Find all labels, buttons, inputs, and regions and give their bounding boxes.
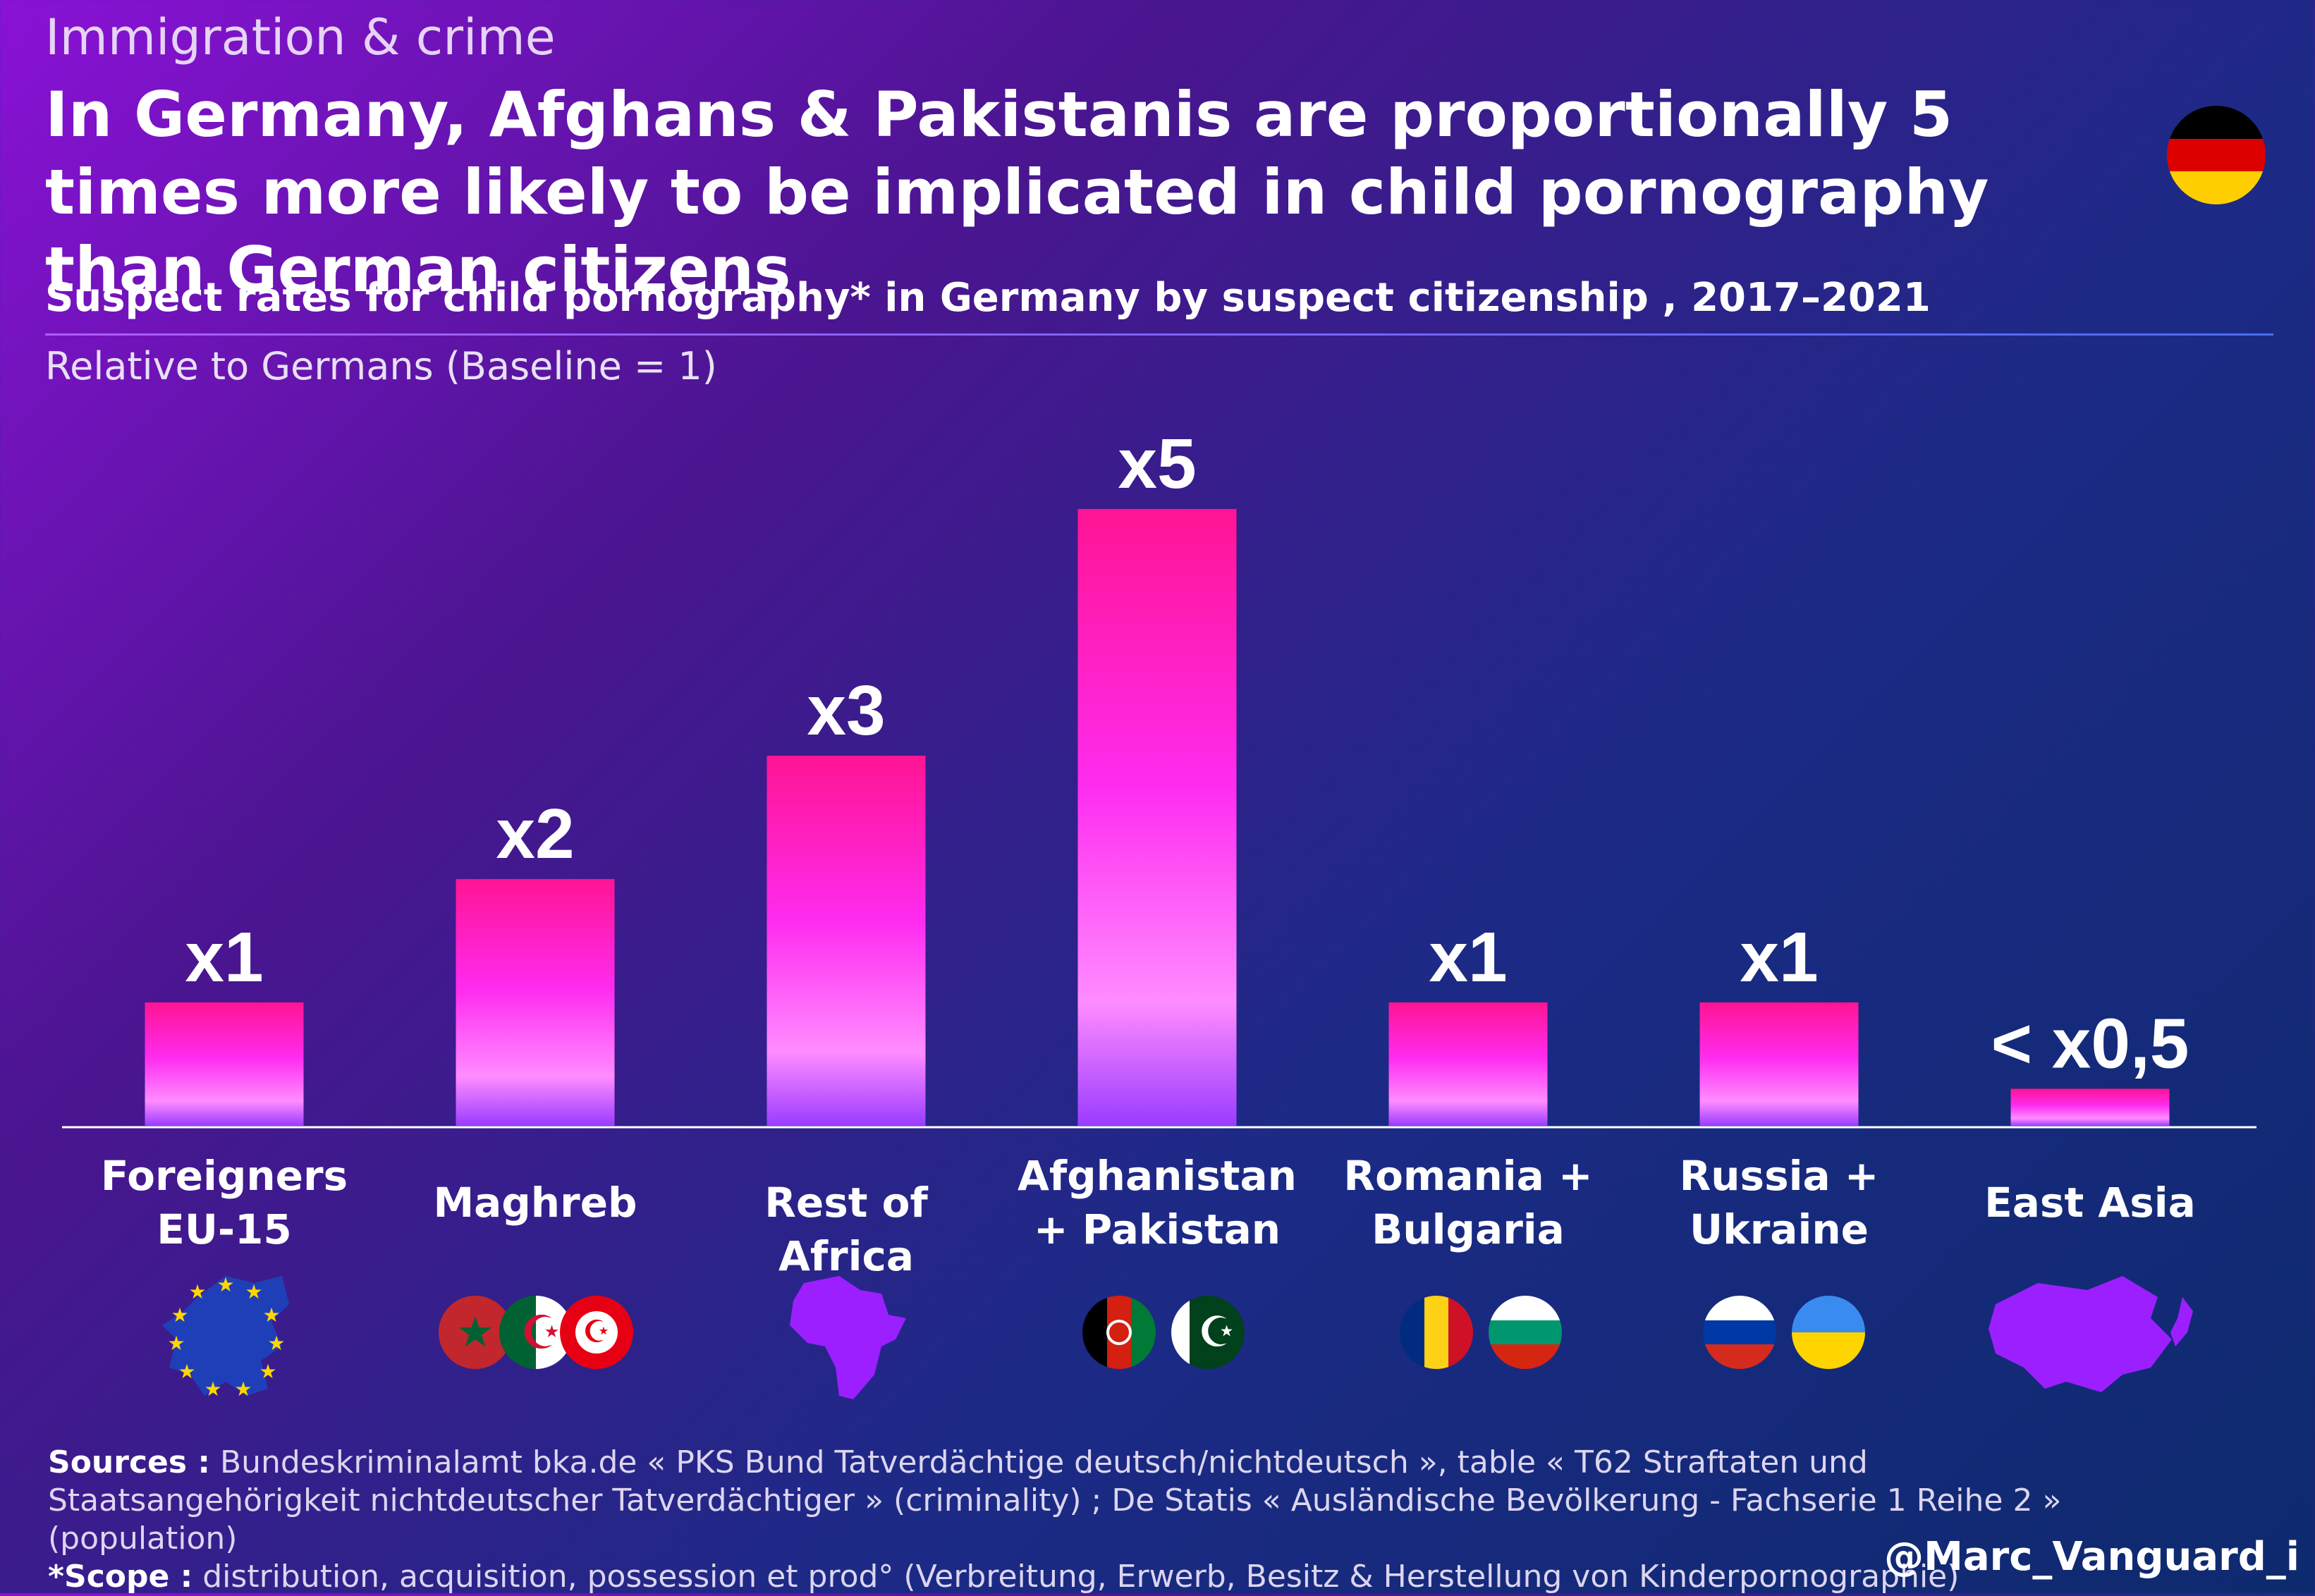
svg-text:★: ★: [262, 1303, 280, 1327]
sources-note: Sources : Bundeskriminalamt bka.de « PKS…: [48, 1444, 2163, 1596]
sources-text: Bundeskriminalamt bka.de « PKS Bund Tatv…: [48, 1444, 2062, 1557]
divider: [45, 333, 2273, 336]
icon-group-asia: [1974, 1255, 2214, 1410]
category-line: Afghanistan: [1018, 1152, 1297, 1200]
svg-text:★: ★: [167, 1332, 185, 1355]
icon-group-ruua: [1678, 1255, 1890, 1410]
icon-group-maghreb: ★ ☪ ☪: [423, 1255, 649, 1410]
value-label-7: < x0,5: [1991, 1005, 2189, 1084]
category-label-7: East Asia: [1935, 1176, 2245, 1229]
category-line: + Pakistan: [1033, 1205, 1281, 1253]
east-asia-map-icon: [1989, 1276, 2193, 1392]
bar-3: [766, 756, 926, 1126]
category-label-1: Foreigners EU-15: [69, 1149, 379, 1256]
icon-group-africa: [776, 1255, 917, 1410]
ukraine-flag-icon: [1792, 1296, 1865, 1369]
category-line: Romania +: [1343, 1152, 1593, 1200]
svg-text:★: ★: [204, 1377, 221, 1401]
europe-map-icon: ★ ★★ ★★★ ★★★ ★★: [162, 1273, 289, 1401]
value-label-1: x1: [185, 918, 263, 997]
svg-text:★: ★: [234, 1377, 252, 1401]
svg-text:★: ★: [259, 1360, 276, 1383]
scope-text: distribution, acquisition, possession et…: [193, 1559, 1960, 1595]
bar-1: [145, 1002, 304, 1126]
category-line: EU-15: [157, 1205, 292, 1253]
baseline-note: Relative to Germans (Baseline = 1): [45, 344, 717, 388]
icon-group-afpk: ☪: [1058, 1255, 1269, 1410]
russia-flag-icon: [1703, 1296, 1776, 1369]
bar-6: [1699, 1002, 1859, 1126]
romania-flag-icon: [1400, 1296, 1473, 1369]
value-label-4: x5: [1118, 424, 1196, 503]
value-label-3: x3: [807, 671, 885, 750]
headline: In Germany, Afghans & Pakistanis are pro…: [45, 78, 1989, 306]
category-label-6: Russia + Ukraine: [1624, 1149, 1934, 1256]
category-line: Ukraine: [1690, 1205, 1869, 1253]
bar-7: [2010, 1088, 2170, 1126]
svg-text:★: ★: [178, 1360, 195, 1383]
category-line: Rest of Africa: [764, 1179, 928, 1280]
afghanistan-flag-icon: [1082, 1296, 1156, 1369]
bar-5: [1388, 1002, 1548, 1126]
bar-2: [456, 879, 615, 1126]
category-label-5: Romania + Bulgaria: [1313, 1149, 1623, 1256]
bar-4: [1077, 509, 1237, 1126]
category-line: Russia +: [1679, 1152, 1879, 1200]
kicker-label: Immigration & crime: [45, 8, 556, 66]
category-label-3: Rest of Africa: [691, 1176, 1001, 1283]
svg-text:★: ★: [188, 1280, 206, 1303]
category-line: Bulgaria: [1372, 1205, 1565, 1253]
value-label-5: x1: [1429, 918, 1507, 997]
tunisia-flag-icon: ☪: [560, 1296, 633, 1369]
sources-label: Sources :: [48, 1444, 210, 1480]
germany-flag-icon: [2167, 106, 2266, 204]
scope-label: *Scope :: [48, 1559, 193, 1595]
author-handle[interactable]: @Marc_Vanguard_i: [1884, 1534, 2299, 1580]
category-line: Foreigners: [100, 1152, 348, 1200]
chart-subtitle: Suspect rates for child pornography* in …: [45, 275, 1931, 321]
pakistan-flag-icon: ☪: [1171, 1296, 1245, 1369]
value-label-2: x2: [496, 794, 574, 873]
svg-text:★: ★: [216, 1273, 234, 1296]
category-line: Maghreb: [433, 1179, 637, 1227]
icon-group-eu: ★ ★ ★ ★ ★ ★ ★ ★ ★ ★ ★: [141, 1255, 310, 1410]
svg-text:★: ★: [267, 1332, 285, 1355]
category-label-4: Afghanistan + Pakistan: [1002, 1149, 1312, 1256]
africa-map-icon: [790, 1276, 906, 1399]
value-label-6: x1: [1740, 918, 1818, 997]
svg-text:★: ★: [245, 1280, 262, 1303]
bulgaria-flag-icon: [1489, 1296, 1562, 1369]
icon-group-robg: [1375, 1255, 1587, 1410]
category-line: East Asia: [1984, 1179, 2196, 1227]
category-label-2: Maghreb: [380, 1176, 690, 1229]
svg-text:★: ★: [171, 1303, 188, 1327]
